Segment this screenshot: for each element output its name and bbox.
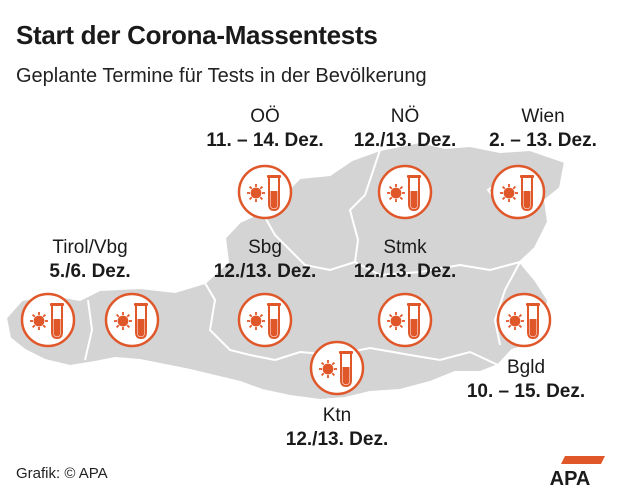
region-name: OÖ xyxy=(250,106,280,127)
page-subtitle: Geplante Termine für Tests in der Bevölk… xyxy=(16,65,427,87)
source-credit: Grafik: © APA xyxy=(16,465,108,482)
test-tube-virus-icon xyxy=(20,292,76,348)
test-tube-virus-icon xyxy=(104,292,160,348)
region-date: 11. – 14. Dez. xyxy=(206,130,324,151)
region-date: 12./13. Dez. xyxy=(285,429,389,450)
region-label-sbg: Sbg 12./13. Dez. xyxy=(214,236,316,284)
test-tube-virus-icon xyxy=(496,292,552,348)
region-label-ooe: OÖ 11. – 14. Dez. xyxy=(206,105,323,153)
region-date: 5./6. Dez. xyxy=(49,261,131,282)
page-title: Start der Corona-Massentests xyxy=(16,20,378,50)
region-label-tirol: Tirol/Vbg 5./6. Dez. xyxy=(49,236,130,284)
region-label-stmk: Stmk 12./13. Dez. xyxy=(354,236,456,284)
region-name: NÖ xyxy=(390,106,420,127)
region-name: Ktn xyxy=(322,405,352,426)
region-name: Stmk xyxy=(383,237,427,258)
region-label-ktn: Ktn 12./13. Dez. xyxy=(286,404,388,452)
apa-logo: APA xyxy=(550,456,605,486)
test-tube-virus-icon xyxy=(309,340,365,396)
region-name: Wien xyxy=(521,106,565,127)
region-date: 2. – 13. Dez. xyxy=(489,130,597,151)
region-name: Tirol/Vbg xyxy=(52,237,128,258)
region-date: 12./13. Dez. xyxy=(353,261,457,282)
region-date: 10. – 15. Dez. xyxy=(466,381,586,402)
region-label-noe: NÖ 12./13. Dez. xyxy=(354,105,456,153)
test-tube-virus-icon xyxy=(377,164,433,220)
region-label-wien: Wien 2. – 13. Dez. xyxy=(489,105,597,153)
test-tube-virus-icon xyxy=(377,292,433,348)
test-tube-virus-icon xyxy=(237,164,293,220)
region-label-bgld: Bgld 10. – 15. Dez. xyxy=(467,356,585,404)
region-name: Bgld xyxy=(506,357,546,378)
logo-text: APA xyxy=(550,468,591,486)
region-date: 12./13. Dez. xyxy=(213,261,317,282)
test-tube-virus-icon xyxy=(490,164,546,220)
test-tube-virus-icon xyxy=(237,292,293,348)
region-name: Sbg xyxy=(248,237,282,258)
region-date: 12./13. Dez. xyxy=(353,130,457,151)
